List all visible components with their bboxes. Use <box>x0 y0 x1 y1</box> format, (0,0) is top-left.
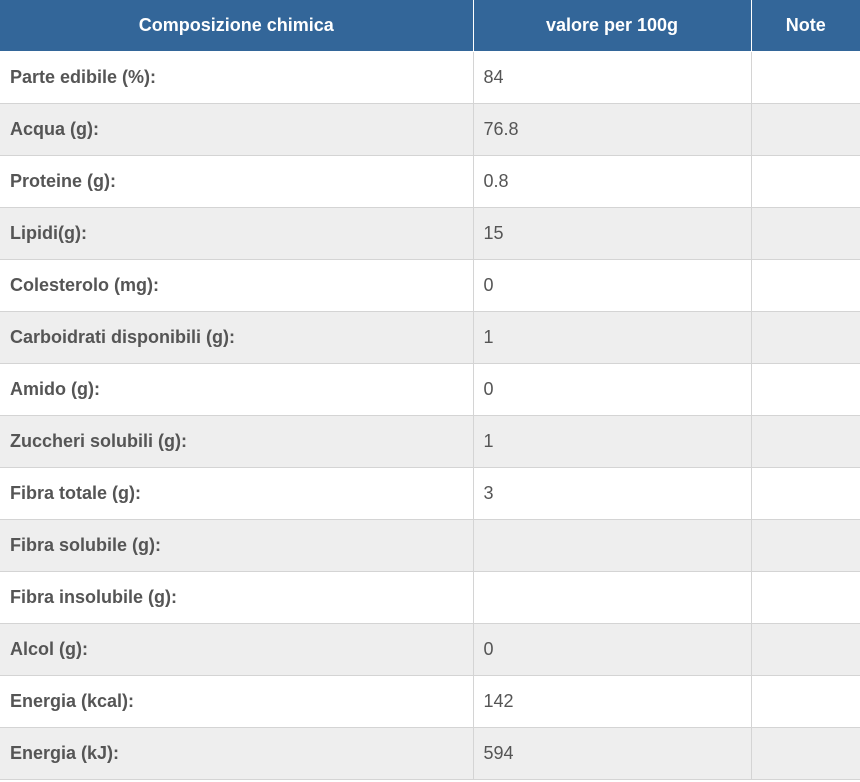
table-row: Fibra solubile (g): <box>0 519 860 572</box>
row-label: Fibra insolubile (g): <box>0 571 474 624</box>
row-note <box>750 571 860 624</box>
table-row: Energia (kJ): 594 <box>0 727 860 780</box>
row-label: Proteine (g): <box>0 155 474 208</box>
table-row: Acqua (g): 76.8 <box>0 103 860 156</box>
row-note <box>750 623 860 676</box>
row-note <box>750 519 860 572</box>
row-label: Amido (g): <box>0 363 474 416</box>
row-note <box>750 467 860 520</box>
row-label: Alcol (g): <box>0 623 474 676</box>
table-row: Amido (g): 0 <box>0 363 860 416</box>
row-note <box>750 155 860 208</box>
row-note <box>750 675 860 728</box>
table-row: Fibra insolubile (g): <box>0 571 860 624</box>
table-row: Colesterolo (mg): 0 <box>0 259 860 312</box>
row-note <box>750 415 860 468</box>
table-row: Zuccheri solubili (g): 1 <box>0 415 860 468</box>
table-header: Composizione chimica valore per 100g Not… <box>0 0 860 52</box>
header-notes: Note <box>750 0 860 52</box>
row-value: 0 <box>472 259 752 312</box>
table-row: Fibra totale (g): 3 <box>0 467 860 520</box>
row-value: 3 <box>472 467 752 520</box>
row-value <box>472 571 752 624</box>
row-label: Fibra totale (g): <box>0 467 474 520</box>
row-label: Parte edibile (%): <box>0 51 474 104</box>
row-note <box>750 51 860 104</box>
table-row: Alcol (g): 0 <box>0 623 860 676</box>
row-label: Acqua (g): <box>0 103 474 156</box>
row-value <box>472 519 752 572</box>
row-note <box>750 207 860 260</box>
row-value: 0 <box>472 363 752 416</box>
table-row: Lipidi(g): 15 <box>0 207 860 260</box>
header-composition: Composizione chimica <box>0 0 474 52</box>
row-value: 76.8 <box>472 103 752 156</box>
row-label: Zuccheri solubili (g): <box>0 415 474 468</box>
row-value: 1 <box>472 311 752 364</box>
row-label: Colesterolo (mg): <box>0 259 474 312</box>
row-label: Fibra solubile (g): <box>0 519 474 572</box>
row-label: Lipidi(g): <box>0 207 474 260</box>
row-note <box>750 103 860 156</box>
table-row: Energia (kcal): 142 <box>0 675 860 728</box>
table-body: Parte edibile (%): 84 Acqua (g): 76.8 Pr… <box>0 51 860 780</box>
row-note <box>750 727 860 780</box>
table-row: Parte edibile (%): 84 <box>0 51 860 104</box>
table-row: Proteine (g): 0.8 <box>0 155 860 208</box>
row-value: 1 <box>472 415 752 468</box>
row-note <box>750 259 860 312</box>
header-row: Composizione chimica valore per 100g Not… <box>0 0 860 52</box>
row-label: Carboidrati disponibili (g): <box>0 311 474 364</box>
row-value: 84 <box>472 51 752 104</box>
row-note <box>750 311 860 364</box>
header-value-per-100g: valore per 100g <box>472 0 752 52</box>
row-note <box>750 363 860 416</box>
row-label: Energia (kcal): <box>0 675 474 728</box>
row-value: 142 <box>472 675 752 728</box>
row-value: 15 <box>472 207 752 260</box>
row-label: Energia (kJ): <box>0 727 474 780</box>
table-row: Carboidrati disponibili (g): 1 <box>0 311 860 364</box>
row-value: 594 <box>472 727 752 780</box>
row-value: 0 <box>472 623 752 676</box>
row-value: 0.8 <box>472 155 752 208</box>
